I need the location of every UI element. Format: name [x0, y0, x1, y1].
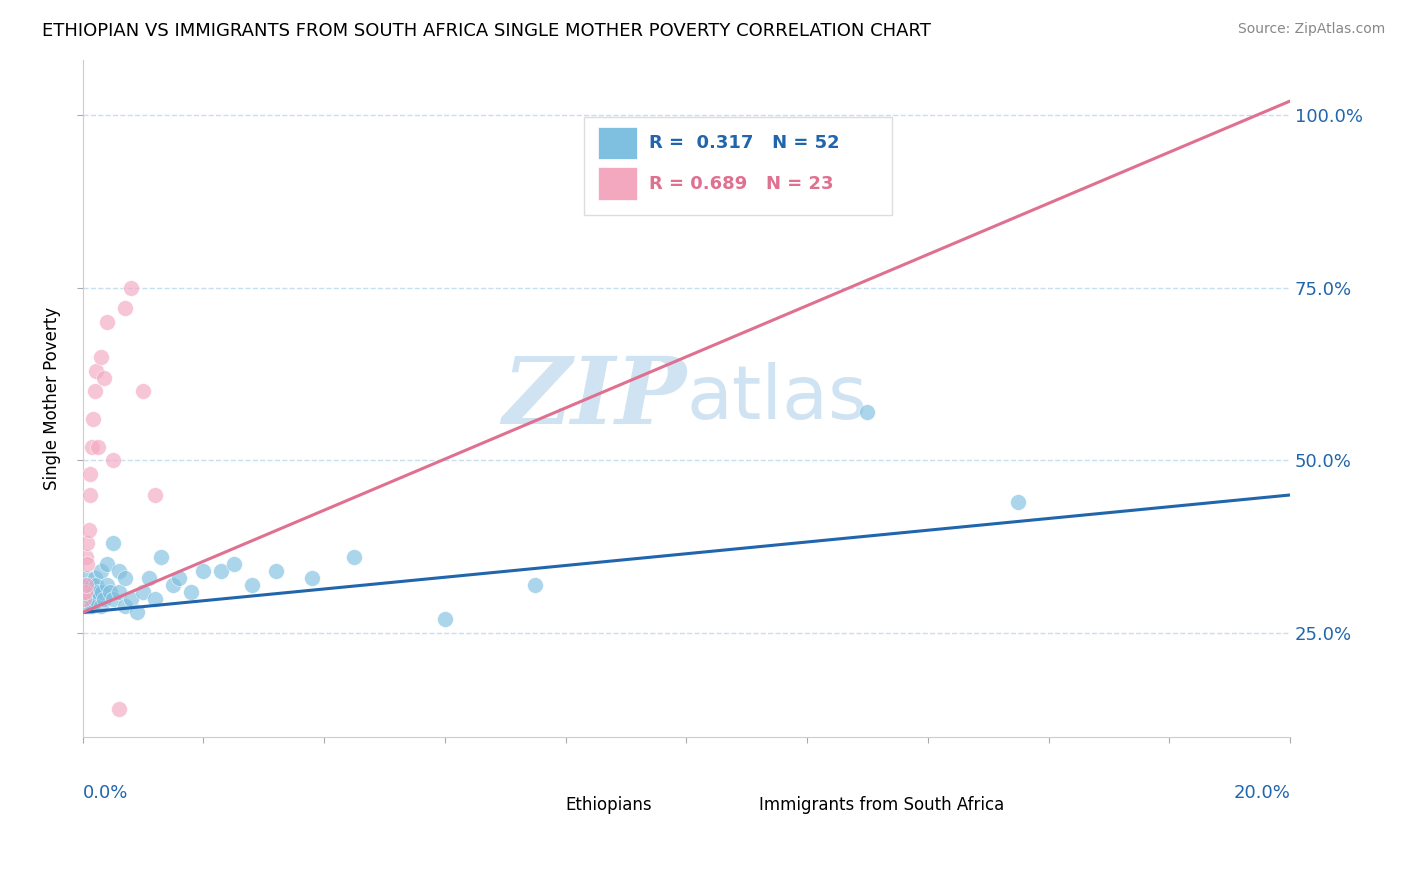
Point [83, 384, 105, 399]
Point [90, 564, 112, 578]
Point [96, 578, 118, 592]
Point [75, 550, 97, 565]
Text: Source: ZipAtlas.com: Source: ZipAtlas.com [1237, 22, 1385, 37]
Point [75, 591, 97, 606]
Point [193, 564, 215, 578]
Point [82, 584, 104, 599]
Point [108, 702, 131, 716]
Point [77, 523, 100, 537]
Point [76, 536, 98, 550]
Point [1007, 495, 1029, 509]
Point [73, 584, 96, 599]
Point [90, 599, 112, 613]
Point [76, 584, 98, 599]
Point [114, 571, 136, 585]
Point [343, 550, 366, 565]
Point [108, 584, 131, 599]
Text: R =  0.317   N = 52: R = 0.317 N = 52 [650, 134, 839, 152]
Point [73, 591, 96, 606]
Text: 0.0%: 0.0% [83, 784, 128, 802]
Point [101, 536, 124, 550]
FancyBboxPatch shape [530, 792, 555, 817]
Point [75, 578, 97, 592]
Point [143, 488, 166, 502]
Point [108, 564, 131, 578]
Point [73, 584, 96, 599]
Point [80, 440, 103, 454]
Point [524, 578, 547, 592]
Point [125, 606, 148, 620]
Point [93, 370, 115, 384]
Point [101, 453, 124, 467]
Point [93, 591, 115, 606]
Point [211, 564, 233, 578]
FancyBboxPatch shape [598, 127, 637, 159]
Point [75, 571, 97, 585]
Point [167, 571, 190, 585]
Point [132, 384, 155, 399]
Text: Ethiopians: Ethiopians [565, 796, 652, 814]
Point [76, 557, 98, 571]
Point [79, 467, 101, 482]
Point [96, 315, 118, 329]
Point [87, 584, 110, 599]
Text: ETHIOPIAN VS IMMIGRANTS FROM SOUTH AFRICA SINGLE MOTHER POVERTY CORRELATION CHAR: ETHIOPIAN VS IMMIGRANTS FROM SOUTH AFRIC… [42, 22, 931, 40]
Point [138, 571, 160, 585]
Point [73, 591, 96, 606]
Point [82, 599, 104, 613]
Point [222, 557, 245, 571]
Point [301, 571, 323, 585]
Point [83, 571, 105, 585]
Point [80, 591, 103, 606]
Point [83, 591, 105, 606]
FancyBboxPatch shape [583, 117, 891, 215]
Point [114, 301, 136, 316]
FancyBboxPatch shape [598, 168, 637, 200]
Point [101, 591, 124, 606]
Text: ZIP: ZIP [502, 353, 686, 443]
Point [240, 578, 263, 592]
Point [98, 584, 121, 599]
Point [79, 599, 101, 613]
Text: Immigrants from South Africa: Immigrants from South Africa [759, 796, 1004, 814]
Text: R = 0.689   N = 23: R = 0.689 N = 23 [650, 175, 834, 193]
Point [132, 584, 155, 599]
Point [162, 578, 184, 592]
Point [79, 488, 101, 502]
Point [82, 412, 104, 426]
Point [79, 584, 101, 599]
Point [433, 612, 456, 626]
Text: 20.0%: 20.0% [1233, 784, 1291, 802]
Text: atlas: atlas [686, 362, 868, 434]
Point [143, 591, 166, 606]
Point [96, 557, 118, 571]
Point [180, 584, 202, 599]
Point [76, 599, 98, 613]
FancyBboxPatch shape [723, 792, 749, 817]
Point [77, 591, 100, 606]
Point [73, 578, 96, 592]
Y-axis label: Single Mother Poverty: Single Mother Poverty [44, 307, 60, 490]
Point [80, 578, 103, 592]
Point [264, 564, 287, 578]
Point [90, 350, 112, 364]
Point [87, 440, 110, 454]
Point [84, 363, 107, 377]
Point [856, 405, 879, 419]
Point [120, 280, 142, 294]
Point [91, 584, 114, 599]
Point [114, 599, 136, 613]
Point [150, 550, 173, 565]
Point [84, 578, 107, 592]
Point [120, 591, 142, 606]
Point [77, 578, 100, 592]
